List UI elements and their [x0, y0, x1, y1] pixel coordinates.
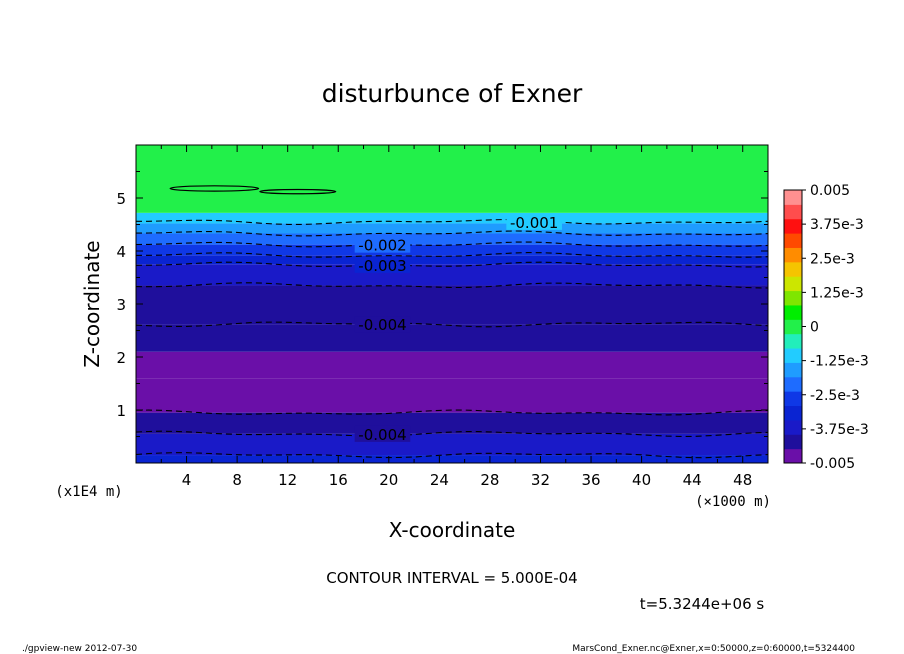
y-tick-label: 4	[116, 243, 126, 261]
heatmap-band	[136, 412, 768, 434]
contour-label-bg	[354, 316, 411, 333]
chart-title: disturbunce of Exner	[322, 79, 583, 108]
x-tick-label: 12	[278, 471, 297, 489]
contour-line	[135, 409, 768, 416]
heatmap-band	[136, 264, 768, 286]
heatmap-band	[136, 378, 768, 413]
contour-label: -0.004	[358, 426, 406, 444]
colorbar-swatch	[784, 233, 802, 248]
colorbar-swatch	[784, 376, 802, 392]
colorbar-label: 0	[810, 320, 819, 336]
heatmap-band	[136, 223, 768, 234]
colorbar-swatch	[784, 247, 802, 263]
colorbar-swatch	[784, 304, 802, 320]
closed-contour	[259, 188, 337, 195]
x-tick-label: 24	[430, 471, 449, 489]
colorbar-label: -1.25e-3	[810, 354, 869, 370]
contour-label: -0.003	[358, 257, 406, 275]
heatmap-band	[136, 233, 768, 245]
colorbar-swatch	[784, 391, 802, 407]
heatmap-band	[136, 212, 768, 224]
colorbar-label: 0.005	[810, 183, 850, 199]
colorbar-swatch	[784, 204, 802, 220]
y-tick-label: 1	[116, 402, 126, 420]
colorbar-swatch	[784, 276, 802, 292]
contour-label-bg	[354, 425, 411, 442]
colorbar-swatch	[784, 333, 802, 349]
x-tick-label: 16	[329, 471, 348, 489]
colorbar-swatch	[784, 405, 802, 421]
contour-line	[135, 230, 769, 237]
heatmap-band	[136, 351, 768, 379]
heatmap-band	[136, 145, 768, 213]
x-axis-label: X-coordinate	[389, 518, 516, 542]
contour-interval-note: CONTOUR INTERVAL = 5.000E-04	[326, 569, 577, 587]
x-tick-label: 36	[581, 471, 600, 489]
colorbar-label: -0.005	[810, 456, 855, 472]
contour-label-bg	[354, 256, 411, 273]
x-tick-label: 28	[480, 471, 499, 489]
contour-label: -0.002	[358, 237, 406, 255]
colorbar-label: 3.75e-3	[810, 217, 864, 233]
colorbar-label: 2.5e-3	[810, 251, 855, 267]
colorbar-swatch	[784, 419, 802, 435]
y-tick-label: 3	[116, 296, 126, 314]
contour-label: -0.004	[358, 316, 406, 334]
x-tick-label: 20	[379, 471, 398, 489]
heatmap-band	[136, 244, 768, 256]
footer-right: MarsCond_Exner.nc@Exner,x=0:50000,z=0:60…	[572, 644, 855, 654]
colorbar-swatch	[784, 448, 802, 464]
colorbar-swatch	[784, 434, 802, 450]
contour-label-bg	[354, 236, 411, 253]
y-tick-label: 5	[116, 190, 126, 208]
colorbar-label: 1.25e-3	[810, 285, 864, 301]
colorbar-swatch	[784, 362, 802, 378]
contour-label: -0.001	[510, 214, 558, 232]
contour-line	[135, 452, 769, 459]
contour-line	[135, 241, 769, 248]
x-tick-label: 44	[683, 471, 702, 489]
contour-line	[135, 430, 769, 437]
contour-line	[135, 252, 769, 258]
contour-line	[135, 261, 769, 268]
y-axis-unit: (x1E4 m)	[55, 484, 122, 500]
x-tick-label: 8	[232, 471, 242, 489]
colorbar-swatch	[784, 348, 802, 363]
heatmap-band	[136, 324, 768, 352]
x-tick-label: 40	[632, 471, 651, 489]
heatmap-band	[136, 455, 768, 463]
y-tick-label: 2	[116, 349, 126, 367]
x-tick-label: 4	[182, 471, 192, 489]
contour-line	[136, 219, 769, 225]
footer-left: ./gpview-new 2012-07-30	[22, 644, 137, 654]
heatmap-band	[136, 433, 768, 456]
x-tick-label: 32	[531, 471, 550, 489]
colorbar-swatch	[784, 290, 802, 306]
colorbar-label: -3.75e-3	[810, 422, 869, 438]
x-axis-unit: (×1000 m)	[695, 494, 771, 510]
x-tick-label: 48	[733, 471, 752, 489]
colorbar-swatch	[784, 319, 802, 335]
closed-contour	[169, 185, 260, 192]
contour-line	[135, 282, 769, 289]
y-axis-label: Z-coordinate	[80, 240, 104, 367]
colorbar: 0.005 3.75e-3 2.5e-3 1.25e-3 0 -1.25e-3 -2.5e-…	[783, 183, 869, 472]
colorbar-swatch	[784, 190, 802, 205]
colorbar-label: -2.5e-3	[810, 388, 860, 404]
contour-label-bg	[506, 213, 562, 230]
time-label: t=5.3244e+06 s	[640, 595, 765, 613]
heatmap-band	[136, 255, 768, 265]
heatmap-band	[136, 285, 768, 325]
colorbar-swatch	[784, 218, 802, 234]
contour-line	[135, 321, 769, 328]
colorbar-swatch	[784, 261, 802, 277]
